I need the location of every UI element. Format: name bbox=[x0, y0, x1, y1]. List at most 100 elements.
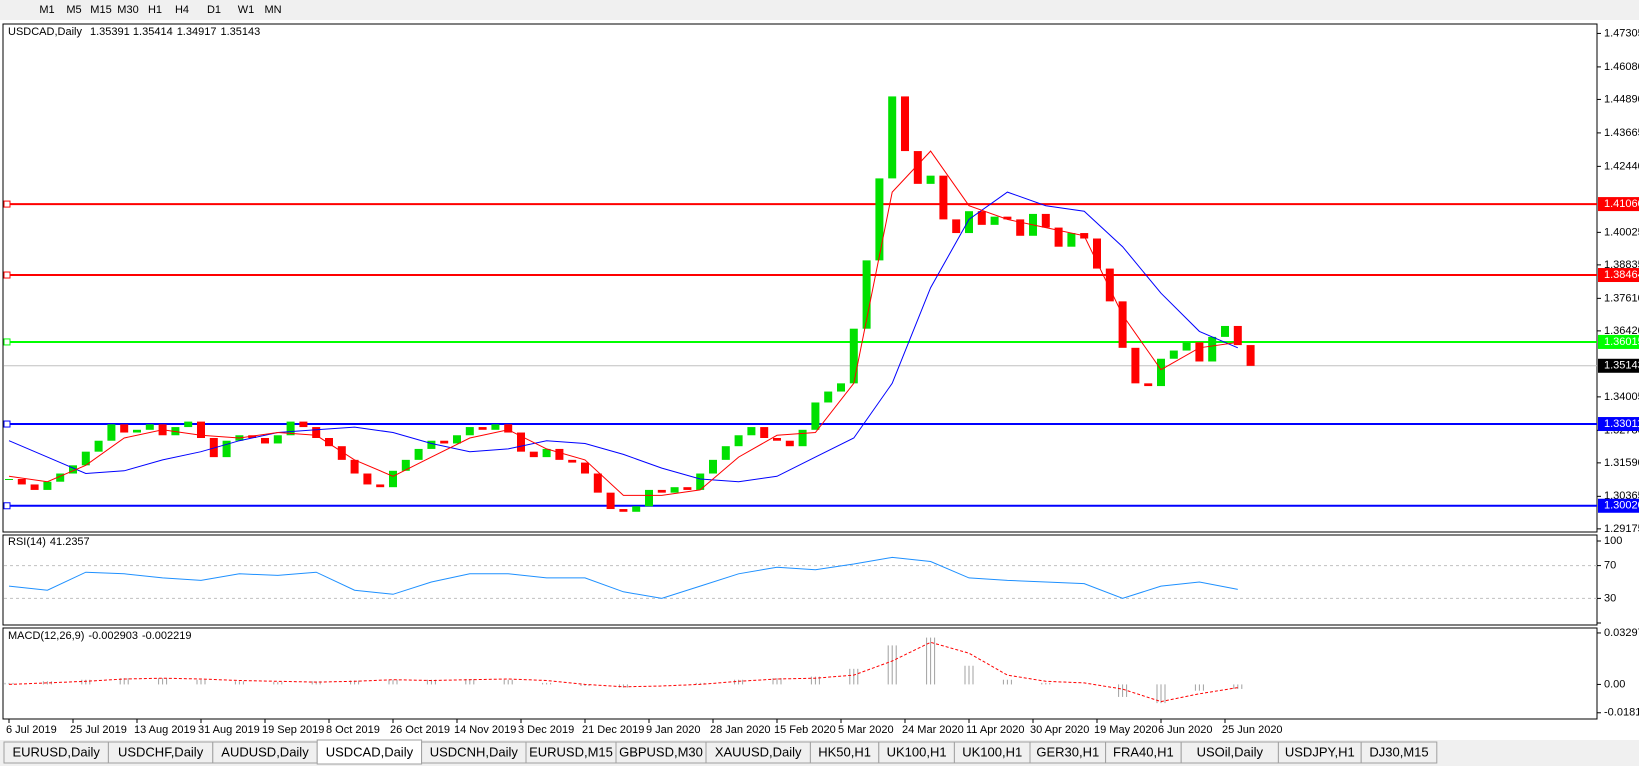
candle bbox=[811, 402, 820, 430]
tab-label: EURUSD,Daily bbox=[12, 744, 100, 759]
candle bbox=[645, 489, 653, 507]
candle bbox=[990, 216, 999, 225]
symbol-tab[interactable]: GBPUSD,M30 bbox=[615, 741, 707, 764]
x-tick-label: 31 Aug 2019 bbox=[198, 724, 260, 736]
symbol-tab[interactable]: AUDUSD,Daily bbox=[212, 741, 318, 764]
rsi-pane-frame bbox=[2, 534, 1598, 626]
level-price-label: 1.41060 bbox=[1604, 198, 1639, 210]
symbol-tab[interactable]: FRA40,H1 bbox=[1105, 741, 1182, 764]
symbol-tab[interactable]: USOil,Daily bbox=[1180, 741, 1279, 764]
candle bbox=[56, 473, 65, 482]
x-tick-label: 25 Jun 2020 bbox=[1222, 724, 1283, 736]
symbol-tab[interactable]: EURUSD,Daily bbox=[3, 741, 109, 764]
candle bbox=[222, 440, 231, 458]
x-tick-label: 28 Jan 2020 bbox=[710, 724, 771, 736]
level-handle bbox=[3, 271, 11, 279]
candle bbox=[529, 451, 538, 458]
symbol-tab[interactable]: USDCAD,Daily bbox=[316, 739, 423, 765]
candle bbox=[363, 473, 372, 485]
y-tick-label: 100 bbox=[1604, 535, 1622, 547]
candle bbox=[1208, 336, 1217, 362]
symbol-tab[interactable]: USDJPY,H1 bbox=[1277, 741, 1362, 764]
timeframe-button[interactable]: D1 bbox=[207, 4, 221, 16]
symbol-tab[interactable]: USDCHF,Daily bbox=[107, 741, 214, 764]
y-tick-label: 1.31590 bbox=[1604, 457, 1639, 469]
candle bbox=[862, 260, 871, 329]
symbol-tab[interactable]: HK50,H1 bbox=[809, 741, 880, 764]
candle bbox=[581, 462, 589, 474]
x-tick-label: 14 Nov 2019 bbox=[454, 724, 516, 736]
x-tick-label: 19 May 2020 bbox=[1094, 724, 1158, 736]
x-tick-label: 24 Mar 2020 bbox=[902, 724, 964, 736]
x-tick-label: 8 Oct 2019 bbox=[326, 724, 380, 736]
candle bbox=[734, 435, 743, 447]
timeframe-button[interactable]: M1 bbox=[39, 4, 54, 16]
symbol-tab[interactable]: EURUSD,M15 bbox=[525, 741, 617, 764]
candle bbox=[427, 440, 436, 449]
candle bbox=[683, 487, 692, 490]
header-low: 1.34917 bbox=[177, 26, 217, 38]
symbol-tab[interactable]: DJ30,M15 bbox=[1360, 741, 1438, 764]
candle bbox=[913, 151, 922, 184]
candle bbox=[657, 489, 666, 493]
main-pane-frame bbox=[2, 23, 1598, 533]
candle bbox=[389, 470, 397, 488]
timeframe-button[interactable]: M5 bbox=[66, 4, 81, 16]
candle bbox=[1016, 219, 1025, 236]
candle bbox=[1003, 216, 1012, 220]
timeframe-button[interactable]: H4 bbox=[175, 4, 189, 16]
rsi-value: 41.2357 bbox=[50, 536, 90, 548]
tab-label: AUDUSD,Daily bbox=[221, 744, 309, 759]
timeframe-button[interactable]: M15 bbox=[90, 4, 111, 16]
level-price-box bbox=[1598, 498, 1639, 513]
timeframe-label: MN bbox=[264, 4, 281, 16]
x-tick-label: 13 Aug 2019 bbox=[134, 724, 196, 736]
candle bbox=[939, 175, 948, 220]
candle bbox=[901, 96, 909, 152]
rsi-header: RSI(14) 41.2357 bbox=[8, 536, 90, 548]
tab-label: EURUSD,M15 bbox=[529, 744, 613, 759]
x-tick-label: 21 Dec 2019 bbox=[582, 724, 644, 736]
candle bbox=[1067, 233, 1076, 247]
tab-label: USDCHF,Daily bbox=[118, 744, 204, 759]
level-handle bbox=[3, 338, 11, 346]
macd-label: MACD(12,26,9) bbox=[8, 630, 84, 642]
x-tick-label: 15 Feb 2020 bbox=[774, 724, 836, 736]
candle bbox=[568, 459, 577, 463]
symbol-tab[interactable]: XAUUSD,Daily bbox=[705, 741, 811, 764]
symbol-tab[interactable]: UK100,H1 bbox=[953, 741, 1031, 764]
candle bbox=[5, 478, 13, 480]
candle bbox=[197, 421, 205, 438]
y-tick-label: 1.42440 bbox=[1604, 160, 1639, 172]
candle bbox=[453, 435, 461, 444]
candle bbox=[849, 328, 858, 384]
candle bbox=[491, 424, 500, 430]
timeframe-label: H1 bbox=[148, 4, 162, 16]
candle bbox=[875, 178, 884, 261]
candle bbox=[312, 427, 321, 438]
y-tick-label: 1.40025 bbox=[1604, 226, 1639, 238]
candle bbox=[1105, 268, 1114, 302]
candle bbox=[504, 424, 513, 433]
candle bbox=[465, 427, 474, 436]
y-tick-label: 1.34005 bbox=[1604, 391, 1639, 403]
macd-pane-frame bbox=[2, 627, 1598, 720]
symbol-tab[interactable]: GER30,H1 bbox=[1029, 741, 1107, 764]
timeframe-button[interactable]: W1 bbox=[238, 4, 255, 16]
candle bbox=[773, 437, 781, 441]
level-price-label: 1.30020 bbox=[1604, 500, 1639, 512]
tab-background bbox=[316, 739, 423, 765]
rsi-label: RSI(14) bbox=[8, 536, 46, 548]
x-tick-label: 6 Jul 2019 bbox=[6, 724, 57, 736]
level-price-box bbox=[1598, 268, 1639, 283]
symbol-tab[interactable]: USDCNH,Daily bbox=[421, 741, 527, 764]
candle bbox=[593, 473, 602, 493]
rsi-line bbox=[8, 556, 1238, 599]
candle bbox=[632, 506, 641, 512]
symbol-tab[interactable]: UK100,H1 bbox=[878, 741, 955, 764]
candle bbox=[325, 437, 333, 447]
timeframe-button[interactable]: MN bbox=[264, 4, 281, 16]
timeframe-button[interactable]: M30 bbox=[117, 4, 138, 16]
candle bbox=[670, 487, 679, 493]
timeframe-button[interactable]: H1 bbox=[148, 4, 162, 16]
